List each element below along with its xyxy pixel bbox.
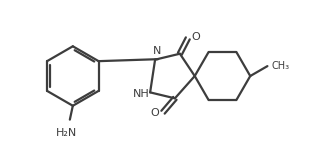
Text: O: O: [192, 32, 201, 42]
Text: NH: NH: [133, 89, 149, 99]
Text: O: O: [150, 108, 159, 118]
Text: H₂N: H₂N: [56, 128, 78, 138]
Text: CH₃: CH₃: [271, 61, 289, 71]
Text: N: N: [153, 46, 161, 56]
